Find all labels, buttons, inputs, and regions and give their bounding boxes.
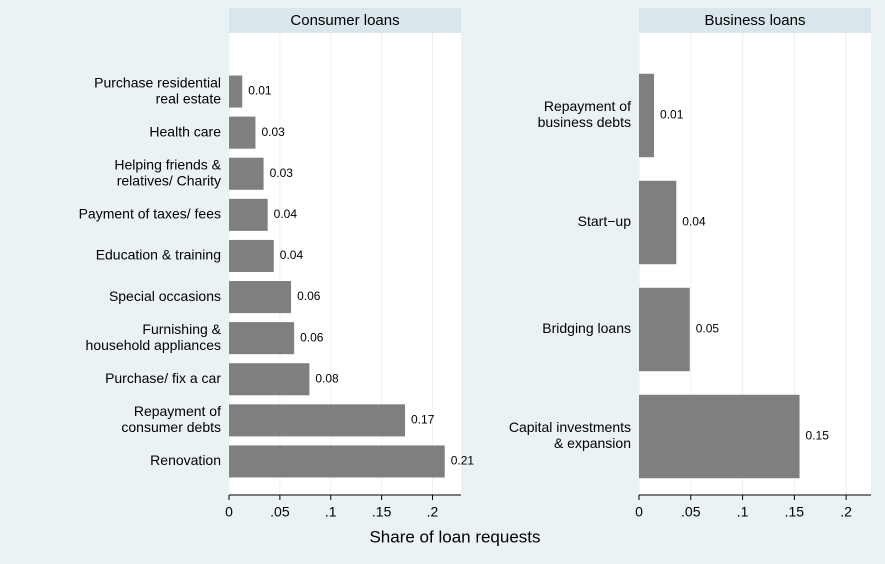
x-tick-label: .15 [785,504,805,520]
y-tick-label: Bridging loans [542,320,631,336]
value-label: 0.08 [315,371,339,385]
bar [229,198,268,231]
y-tick-label: & expansion [554,435,631,451]
bar [229,363,310,396]
x-axis-label: Share of loan requests [369,527,540,546]
x-tick-label: .2 [840,504,852,520]
y-tick-label: consumer debts [121,419,221,435]
x-tick-label: .1 [325,504,337,520]
y-tick-label: household appliances [86,337,221,353]
y-tick-label: Purchase residential [94,74,221,90]
panel-title: Business loans [705,12,806,29]
bar [229,157,264,190]
panel-strip [229,8,461,33]
value-label: 0.06 [300,330,324,344]
value-label: 0.04 [280,248,304,262]
value-label: 0.05 [696,322,720,336]
panel-strip [639,8,871,33]
bar [229,116,256,149]
bar [229,281,292,314]
y-tick-label: Payment of taxes/ fees [79,206,221,222]
bar [639,394,800,479]
y-tick-label: Start−up [578,213,632,229]
y-tick-label: Purchase/ fix a car [105,370,221,386]
bar [229,239,274,272]
panel-title: Consumer loans [290,12,399,29]
x-tick-label: .15 [372,504,392,520]
value-label: 0.21 [451,454,475,468]
y-tick-label: relatives/ Charity [117,172,221,188]
y-tick-label: business debts [538,114,631,130]
bar [639,180,677,265]
y-tick-label: Repayment of [544,98,631,114]
y-tick-label: real estate [156,90,222,106]
value-label: 0.01 [660,108,684,122]
bar [639,287,690,372]
bar [229,404,406,437]
value-label: 0.03 [270,166,294,180]
bar [229,75,243,108]
y-tick-label: Education & training [96,247,221,263]
value-label: 0.04 [682,215,706,229]
value-label: 0.01 [248,84,272,98]
value-label: 0.03 [261,125,285,139]
y-tick-label: Repayment of [134,403,221,419]
value-label: 0.04 [274,207,298,221]
y-tick-label: Health care [149,123,221,139]
bar [229,445,445,478]
bar [639,73,655,158]
value-label: 0.15 [806,429,830,443]
y-tick-label: Helping friends & [114,156,221,172]
value-label: 0.17 [411,413,435,427]
y-tick-label: Furnishing & [142,321,221,337]
x-tick-label: 0 [635,504,643,520]
y-tick-label: Special occasions [109,288,221,304]
x-tick-label: .2 [427,504,439,520]
y-tick-label: Capital investments [509,419,631,435]
x-tick-label: 0 [225,504,233,520]
bar [229,322,295,355]
value-label: 0.06 [297,289,321,303]
x-tick-label: .05 [270,504,290,520]
y-tick-label: Renovation [150,452,221,468]
x-tick-label: .05 [681,504,701,520]
x-tick-label: .1 [737,504,749,520]
